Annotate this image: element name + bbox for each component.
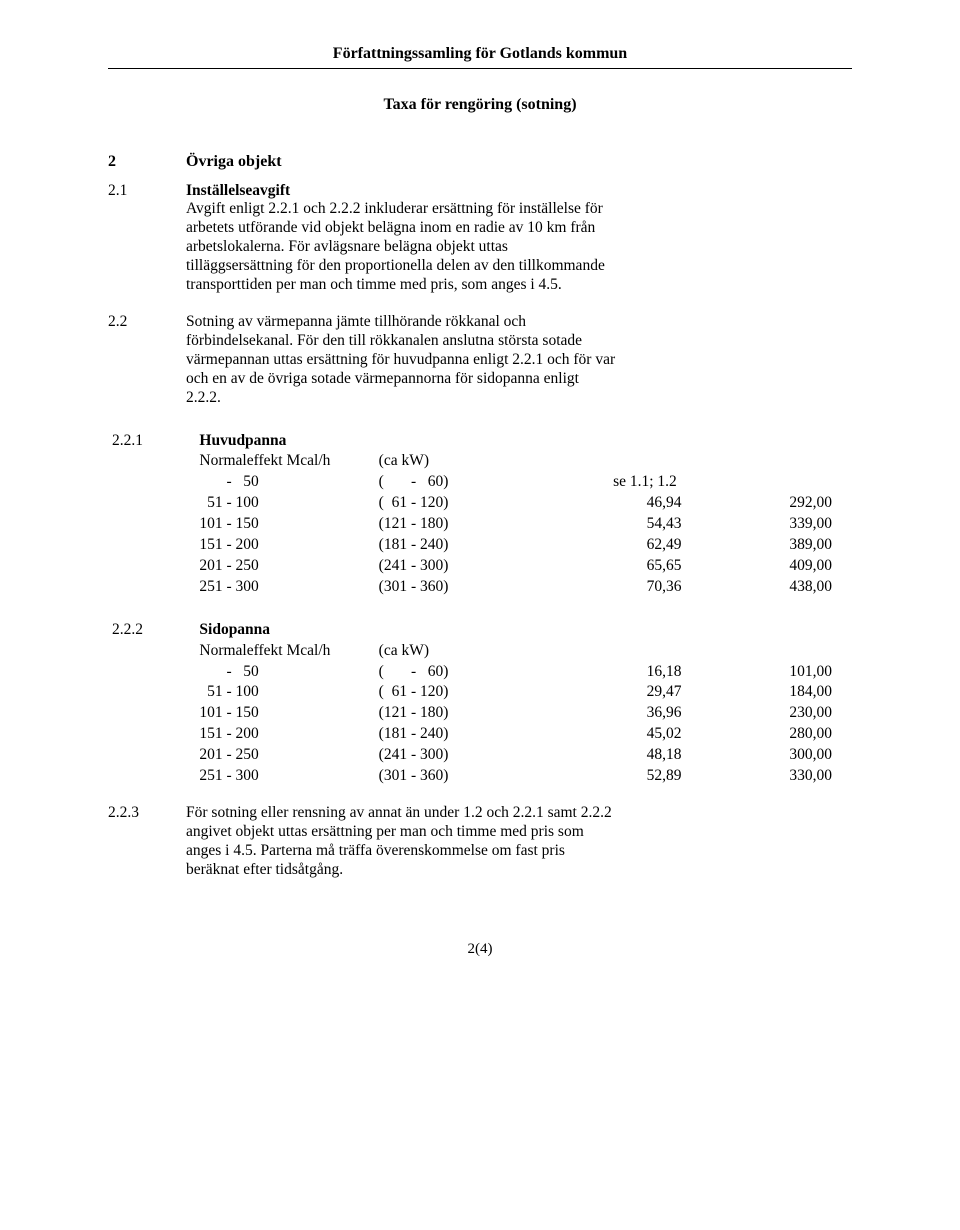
- cell-kw: ( - 60): [375, 473, 583, 494]
- table-row: 101 - 150(121 - 180)36,96230,00: [108, 704, 852, 725]
- cell-mcal: - 50: [195, 663, 374, 684]
- cell-kw: (121 - 180): [375, 515, 583, 536]
- cell-value-2: 184,00: [718, 683, 852, 704]
- cell-value-1: 62,49: [583, 536, 717, 557]
- section-body: Sotning av värmepanna jämte tillhörande …: [186, 313, 616, 408]
- cell-value-1: 36,96: [583, 704, 717, 725]
- section-2-heading: 2 Övriga objekt: [108, 152, 852, 172]
- cell-mcal: 251 - 300: [195, 578, 374, 599]
- cell-mcal: 251 - 300: [195, 767, 374, 788]
- cell-mcal: 201 - 250: [195, 557, 374, 578]
- cell-mcal: 151 - 200: [195, 725, 374, 746]
- table-row: 51 - 100( 61 - 120)46,94292,00: [108, 494, 852, 515]
- cell-value-2: 101,00: [718, 663, 852, 684]
- table-row: 51 - 100( 61 - 120)29,47184,00: [108, 683, 852, 704]
- cell-value-1: 48,18: [583, 746, 717, 767]
- page-footer: 2(4): [108, 940, 852, 958]
- col-head-kw: (ca kW): [375, 642, 583, 663]
- cell-value-1: 54,43: [583, 515, 717, 536]
- table-row: 151 - 200(181 - 240)45,02280,00: [108, 725, 852, 746]
- cell-kw: ( - 60): [375, 663, 583, 684]
- cell-value-1: se 1.1; 1.2: [583, 473, 717, 494]
- cell-kw: (241 - 300): [375, 746, 583, 767]
- cell-value-2: 330,00: [718, 767, 852, 788]
- document-title: Taxa för rengöring (sotning): [108, 95, 852, 115]
- document-page: Författningssamling för Gotlands kommun …: [0, 0, 960, 998]
- section-2-2: 2.2 Sotning av värmepanna jämte tillhöra…: [108, 313, 852, 408]
- table-row: 151 - 200(181 - 240)62,49389,00: [108, 536, 852, 557]
- cell-value-1: 29,47: [583, 683, 717, 704]
- section-2-1-title: Inställelseavgift: [186, 182, 290, 199]
- header-org-title: Författningssamling för Gotlands kommun: [108, 44, 852, 64]
- table-heading-row: 2.2.1 Huvudpanna: [108, 432, 852, 453]
- section-number: 2.1: [108, 182, 186, 201]
- table-row: 251 - 300(301 - 360)70,36438,00: [108, 578, 852, 599]
- cell-mcal: 101 - 150: [195, 704, 374, 725]
- col-head-kw: (ca kW): [375, 452, 583, 473]
- table-sidopanna: 2.2.2 Sidopanna Normaleffekt Mcal/h (ca …: [108, 621, 852, 788]
- table-row: - 50( - 60)16,18101,00: [108, 663, 852, 684]
- section-body: För sotning eller rensning av annat än u…: [186, 804, 616, 880]
- cell-value-2: 280,00: [718, 725, 852, 746]
- cell-value-1: 45,02: [583, 725, 717, 746]
- cell-value-2: 292,00: [718, 494, 852, 515]
- cell-value-2: 438,00: [718, 578, 852, 599]
- section-title: Övriga objekt: [186, 152, 852, 172]
- cell-value-2: 230,00: [718, 704, 852, 725]
- cell-value-1: 46,94: [583, 494, 717, 515]
- table-heading-row: 2.2.2 Sidopanna: [108, 621, 852, 642]
- table-column-header: Normaleffekt Mcal/h (ca kW): [108, 452, 852, 473]
- cell-mcal: - 50: [195, 473, 374, 494]
- cell-kw: ( 61 - 120): [375, 683, 583, 704]
- cell-mcal: 51 - 100: [195, 683, 374, 704]
- cell-value-2: 409,00: [718, 557, 852, 578]
- table-huvudpanna: 2.2.1 Huvudpanna Normaleffekt Mcal/h (ca…: [108, 432, 852, 599]
- col-head-mcal: Normaleffekt Mcal/h: [195, 452, 374, 473]
- section-number: 2: [108, 152, 186, 172]
- cell-kw: (301 - 360): [375, 578, 583, 599]
- cell-kw: (181 - 240): [375, 725, 583, 746]
- section-title: Huvudpanna: [195, 432, 852, 453]
- cell-value-2: 339,00: [718, 515, 852, 536]
- cell-mcal: 101 - 150: [195, 515, 374, 536]
- cell-value-1: 52,89: [583, 767, 717, 788]
- cell-kw: (181 - 240): [375, 536, 583, 557]
- cell-mcal: 201 - 250: [195, 746, 374, 767]
- section-number: 2.2.3: [108, 804, 186, 823]
- section-number: 2.2: [108, 313, 186, 332]
- cell-value-1: 70,36: [583, 578, 717, 599]
- header-rule: [108, 68, 852, 69]
- col-head-mcal: Normaleffekt Mcal/h: [195, 642, 374, 663]
- table-row: - 50( - 60)se 1.1; 1.2: [108, 473, 852, 494]
- cell-value-1: 16,18: [583, 663, 717, 684]
- cell-kw: (301 - 360): [375, 767, 583, 788]
- cell-kw: (241 - 300): [375, 557, 583, 578]
- table-column-header: Normaleffekt Mcal/h (ca kW): [108, 642, 852, 663]
- cell-mcal: 151 - 200: [195, 536, 374, 557]
- cell-mcal: 51 - 100: [195, 494, 374, 515]
- section-body: Inställelseavgift Avgift enligt 2.2.1 oc…: [186, 182, 616, 295]
- section-number: 2.2.1: [108, 432, 195, 453]
- cell-value-2: 389,00: [718, 536, 852, 557]
- section-number: 2.2.2: [108, 621, 195, 642]
- section-2-1: 2.1 Inställelseavgift Avgift enligt 2.2.…: [108, 182, 852, 295]
- cell-value-2: [718, 473, 852, 494]
- section-2-1-body: Avgift enligt 2.2.1 och 2.2.2 inkluderar…: [186, 200, 605, 293]
- table-row: 201 - 250(241 - 300)48,18300,00: [108, 746, 852, 767]
- cell-kw: (121 - 180): [375, 704, 583, 725]
- cell-kw: ( 61 - 120): [375, 494, 583, 515]
- section-2-2-3: 2.2.3 För sotning eller rensning av anna…: [108, 804, 852, 880]
- table-row: 201 - 250(241 - 300)65,65409,00: [108, 557, 852, 578]
- cell-value-2: 300,00: [718, 746, 852, 767]
- table-row: 251 - 300(301 - 360)52,89330,00: [108, 767, 852, 788]
- table-row: 101 - 150(121 - 180)54,43339,00: [108, 515, 852, 536]
- cell-value-1: 65,65: [583, 557, 717, 578]
- section-title: Sidopanna: [195, 621, 852, 642]
